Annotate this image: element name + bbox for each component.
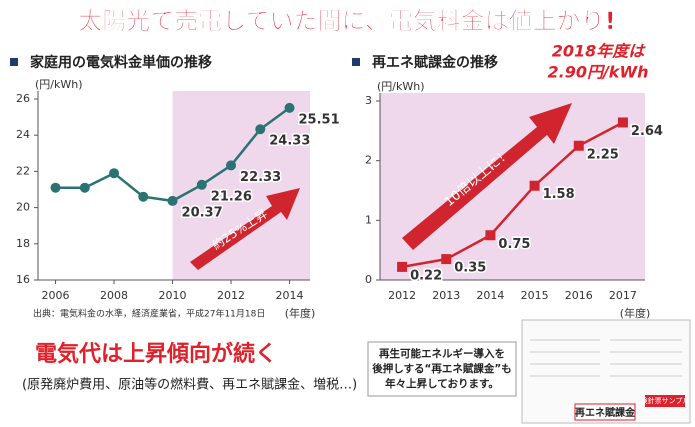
- chart-title: 家庭用の電気料金単価の推移: [30, 54, 212, 71]
- y-axis-label: (円/kWh): [377, 80, 425, 93]
- x-tick-label: 2012: [388, 289, 416, 302]
- arrow: [190, 188, 300, 270]
- x-axis-label: (年度): [620, 306, 651, 320]
- point: [196, 179, 207, 190]
- callout: 2018年度は: [552, 42, 647, 61]
- y-tick-label: 1: [365, 213, 372, 226]
- chart-title: 再エネ賦課金の推移: [372, 54, 498, 71]
- data-label: 0.75: [498, 237, 530, 252]
- bullet: [10, 58, 18, 66]
- plot-bg: [380, 93, 645, 280]
- notice-box: [367, 341, 517, 397]
- x-tick-label: 2013: [432, 289, 460, 302]
- point: [617, 117, 628, 128]
- point: [441, 254, 452, 265]
- data-label: 0.35: [454, 261, 486, 276]
- y-tick-label: 22: [16, 164, 30, 177]
- notice-line: 年々上昇しております。: [385, 377, 499, 390]
- x-tick-label: 2015: [521, 289, 549, 302]
- x-axis-label: (年度): [285, 306, 316, 320]
- data-label: 22.33: [240, 170, 281, 185]
- point: [284, 102, 295, 113]
- point: [79, 182, 90, 193]
- point: [485, 230, 496, 241]
- main-title: 太陽光で売電していた間に、電気料金は値上がり!: [78, 7, 616, 35]
- x-tick-label: 2017: [609, 289, 637, 302]
- data-label: 0.22: [410, 268, 442, 283]
- y-tick-label: 0: [365, 273, 372, 286]
- headline: 電気代は上昇傾向が続く: [35, 341, 277, 367]
- data-label: 20.37: [182, 205, 223, 220]
- x-tick-label: 2010: [159, 289, 187, 302]
- y-tick-label: 2: [365, 154, 372, 167]
- arrow: [402, 103, 572, 250]
- data-label: 25.51: [299, 112, 340, 127]
- x-tick-label: 2006: [42, 289, 70, 302]
- y-tick-label: 18: [16, 237, 30, 250]
- point: [138, 191, 149, 202]
- point: [226, 160, 237, 171]
- data-label: 2.25: [587, 147, 619, 162]
- bullet: [352, 58, 360, 66]
- point: [397, 261, 408, 272]
- data-label: 2.64: [631, 124, 663, 139]
- point: [255, 124, 266, 135]
- sample-label-box: [574, 403, 636, 421]
- y-tick-label: 3: [365, 94, 372, 107]
- x-tick-label: 2008: [100, 289, 128, 302]
- y-tick-label: 24: [16, 128, 30, 141]
- highlight: [172, 91, 310, 280]
- receipt-lines: [530, 339, 682, 377]
- x-tick-label: 2012: [217, 289, 245, 302]
- source: 出典：電気料金の水準，経済産業省，平成27年11月18日: [33, 308, 265, 320]
- point: [529, 180, 540, 191]
- data-label: 24.33: [269, 134, 310, 149]
- callout: 2.90円/kWh: [547, 63, 648, 82]
- data-label: 21.26: [211, 189, 252, 204]
- sample-tag: 検針票サンプル: [641, 396, 690, 405]
- notice-line: 後押しする“再エネ賦課金”も: [371, 362, 512, 375]
- y-tick-label: 20: [16, 201, 30, 214]
- point: [109, 168, 120, 179]
- data-label: 1.58: [543, 187, 575, 202]
- x-tick-label: 2016: [565, 289, 593, 302]
- sample-tag-bg: [645, 395, 685, 407]
- x-tick-label: 2014: [476, 289, 504, 302]
- notice-line: 再生可能エネルギー導入を: [379, 347, 505, 360]
- sample-label: 再エネ賦課金: [575, 406, 636, 419]
- point: [573, 140, 584, 151]
- y-axis-label: (円/kWh): [35, 78, 83, 91]
- series-line: [401, 121, 624, 269]
- note: (原発廃炉費用、原油等の燃料費、再エネ賦課金、増税…): [22, 377, 357, 393]
- x-tick-label: 2014: [276, 289, 304, 302]
- y-tick-label: 26: [16, 92, 30, 105]
- point: [167, 195, 178, 206]
- point: [50, 182, 61, 193]
- y-tick-label: 16: [16, 273, 30, 286]
